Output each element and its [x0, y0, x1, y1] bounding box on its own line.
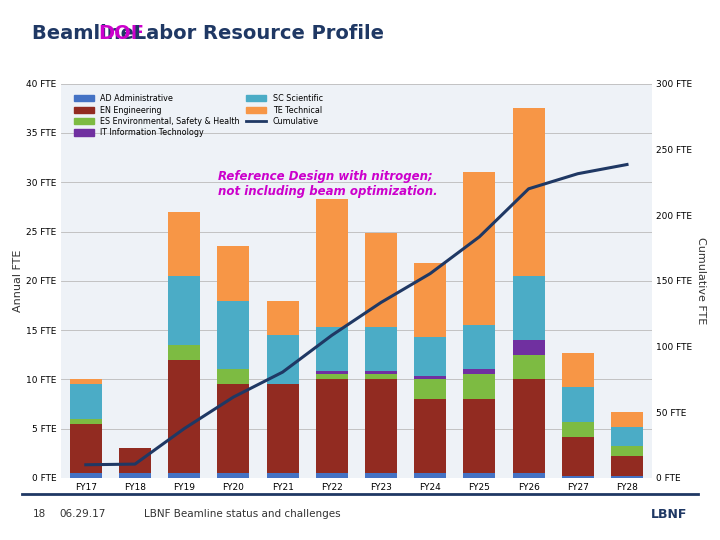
Bar: [70, 384, 102, 419]
Bar: [414, 376, 446, 379]
Bar: [70, 424, 102, 473]
Bar: [513, 276, 544, 340]
Bar: [266, 473, 299, 478]
Bar: [168, 345, 200, 360]
Bar: [562, 387, 594, 422]
Bar: [365, 379, 397, 473]
Bar: [464, 325, 495, 369]
Legend: AD Administrative, EN Engineering, ES Environmental, Safety & Health, IT Informa: AD Administrative, EN Engineering, ES En…: [71, 92, 325, 140]
Bar: [464, 172, 495, 325]
Text: 18: 18: [32, 509, 45, 519]
Bar: [365, 374, 397, 379]
Bar: [611, 476, 643, 478]
Bar: [316, 199, 348, 327]
Bar: [365, 372, 397, 374]
Bar: [316, 374, 348, 379]
Bar: [513, 340, 544, 355]
Bar: [562, 476, 594, 478]
Bar: [611, 456, 643, 476]
Y-axis label: Cumulative FTE: Cumulative FTE: [696, 237, 706, 325]
Bar: [217, 369, 249, 384]
Bar: [562, 422, 594, 436]
Bar: [217, 473, 249, 478]
Bar: [464, 369, 495, 374]
Bar: [611, 427, 643, 447]
Bar: [316, 379, 348, 473]
Bar: [217, 384, 249, 473]
Bar: [70, 473, 102, 478]
Bar: [464, 399, 495, 473]
Bar: [119, 448, 151, 473]
Bar: [365, 473, 397, 478]
Bar: [414, 337, 446, 376]
Y-axis label: Annual FTE: Annual FTE: [13, 249, 23, 312]
Text: LBNF Beamline status and challenges: LBNF Beamline status and challenges: [144, 509, 341, 519]
Bar: [316, 372, 348, 374]
Text: 06.29.17: 06.29.17: [59, 509, 105, 519]
Bar: [513, 355, 544, 379]
Bar: [414, 263, 446, 337]
Bar: [168, 473, 200, 478]
Bar: [168, 212, 200, 276]
Bar: [168, 360, 200, 473]
Text: LBNF: LBNF: [651, 508, 688, 521]
Text: Labor Resource Profile: Labor Resource Profile: [127, 24, 384, 43]
Bar: [562, 436, 594, 476]
Bar: [365, 327, 397, 372]
Bar: [562, 353, 594, 387]
Bar: [316, 327, 348, 372]
Bar: [70, 419, 102, 424]
Bar: [513, 109, 544, 276]
Bar: [119, 473, 151, 478]
Bar: [464, 374, 495, 399]
Bar: [266, 335, 299, 384]
Bar: [168, 276, 200, 345]
Bar: [414, 379, 446, 399]
Bar: [266, 384, 299, 473]
Text: Reference Design with nitrogen;
not including beam optimization.: Reference Design with nitrogen; not incl…: [217, 171, 437, 198]
Bar: [266, 300, 299, 335]
Text: DOE: DOE: [99, 24, 145, 43]
Bar: [316, 473, 348, 478]
Bar: [513, 473, 544, 478]
Bar: [70, 379, 102, 384]
Bar: [611, 447, 643, 456]
Bar: [611, 412, 643, 427]
Bar: [365, 233, 397, 327]
Bar: [217, 300, 249, 369]
Bar: [414, 473, 446, 478]
Bar: [414, 399, 446, 473]
Bar: [464, 473, 495, 478]
Bar: [217, 246, 249, 300]
Text: Beamline: Beamline: [32, 24, 141, 43]
Bar: [513, 379, 544, 473]
